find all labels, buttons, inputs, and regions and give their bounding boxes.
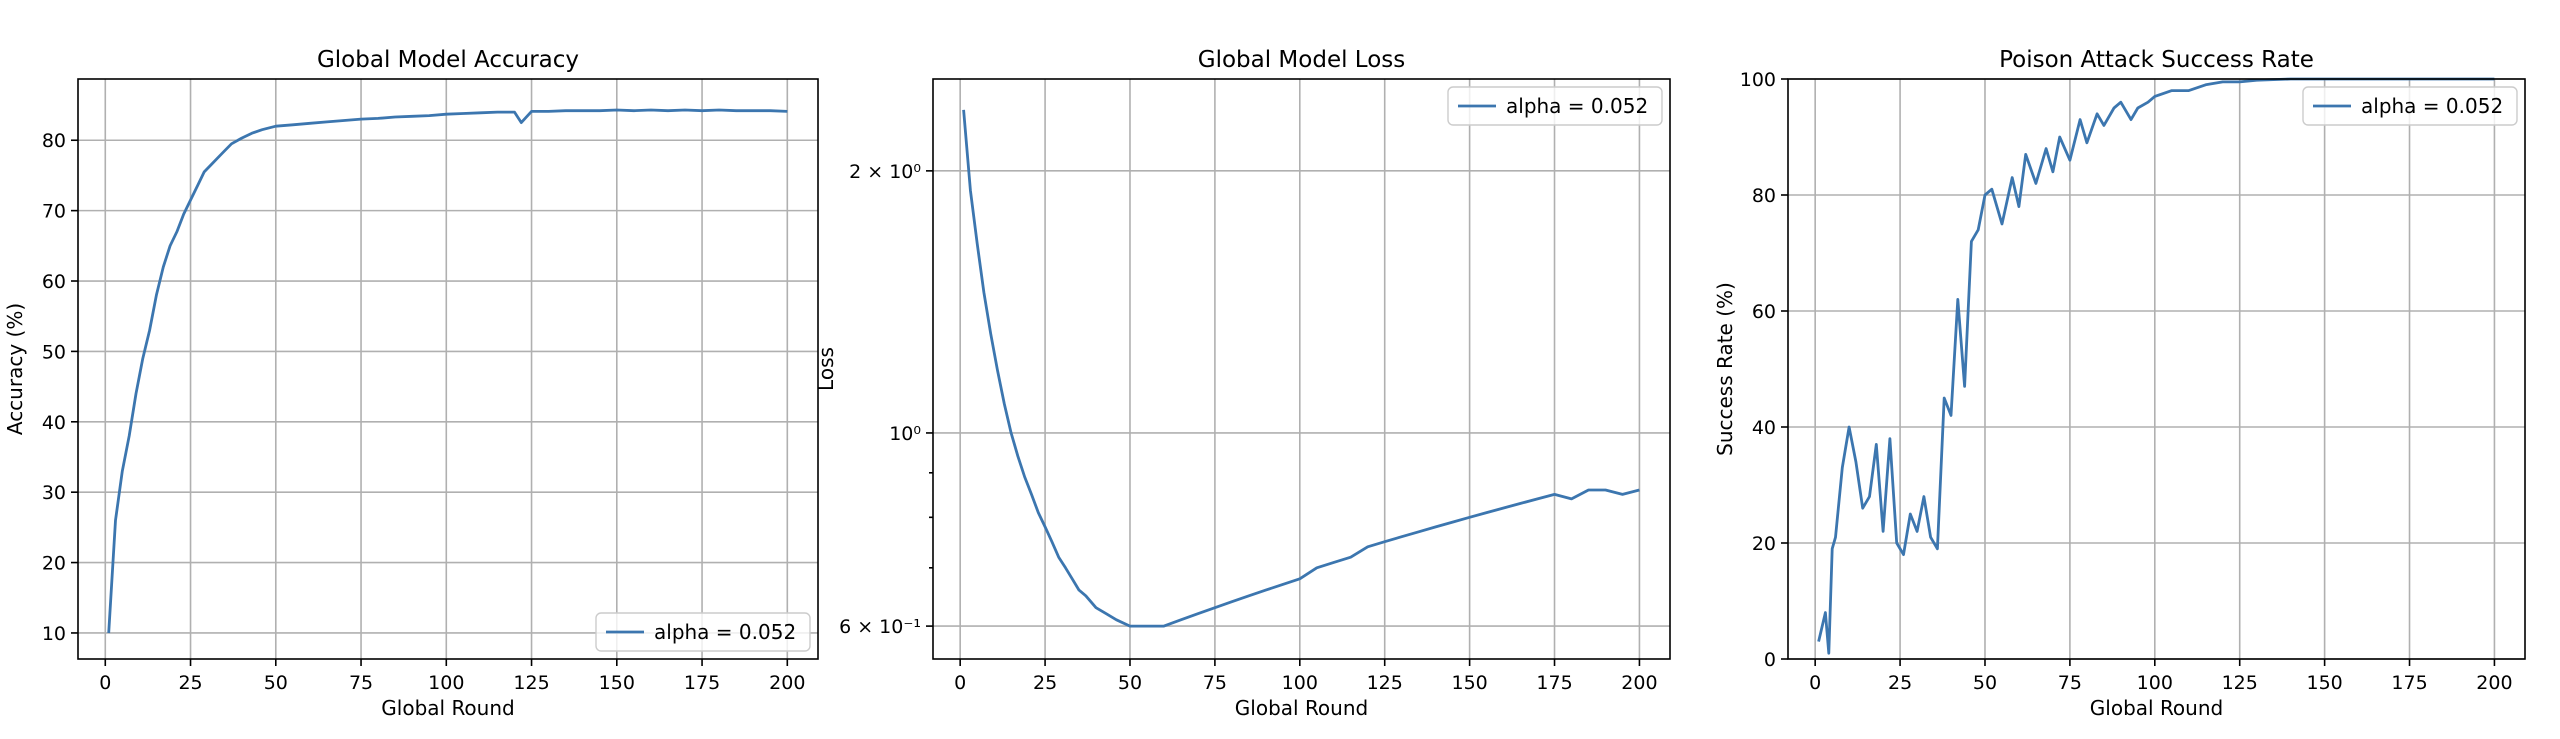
accuracy-ytick-label: 60 [42, 271, 66, 293]
success-rate-xtick-label: 25 [1888, 672, 1912, 694]
accuracy-ytick-label: 70 [42, 201, 66, 223]
accuracy-ytick-label: 40 [42, 412, 66, 434]
success-rate-ylabel: Success Rate (%) [1713, 282, 1737, 456]
success-rate-xtick-label: 175 [2391, 672, 2427, 694]
accuracy-ytick-label: 50 [42, 341, 66, 363]
accuracy-xtick-label: 100 [428, 672, 464, 694]
accuracy-xtick-label: 125 [513, 672, 549, 694]
success-rate-ytick-label: 20 [1752, 533, 1776, 555]
success-rate-xtick-label: 0 [1809, 672, 1821, 694]
success-rate-series [1817, 77, 2495, 655]
success-rate-xtick-label: 50 [1973, 672, 1997, 694]
accuracy-ytick-label: 30 [42, 482, 66, 504]
success-rate-ytick-label: 80 [1752, 185, 1776, 207]
success-rate-ytick-label: 40 [1752, 417, 1776, 439]
accuracy-xtick-label: 0 [99, 672, 111, 694]
loss-chart: 0 25 50 75 100 125 150 175 200 6 × 10⁻¹ 10⁰ 2 × 10⁰… [814, 47, 1671, 720]
loss-ytick-label: 2 × 10⁰ [849, 161, 921, 183]
loss-plot-frame [932, 78, 1671, 660]
loss-ytick-label: 10⁰ [889, 423, 921, 445]
loss-series-line [962, 109, 1640, 628]
accuracy-plot-frame [77, 78, 819, 660]
loss-xtick-label: 25 [1033, 672, 1057, 694]
success-rate-legend: alpha = 0.052 [2302, 86, 2518, 126]
loss-ytick-label: 6 × 10⁻¹ [839, 616, 921, 638]
success-rate-grid [1788, 78, 2525, 660]
accuracy-legend: alpha = 0.052 [595, 612, 811, 652]
accuracy-xtick-label: 200 [769, 672, 805, 694]
loss-legend-label: alpha = 0.052 [1506, 94, 1648, 118]
success-rate-xlabel: Global Round [2090, 696, 2223, 720]
accuracy-xtick-label: 75 [349, 672, 373, 694]
loss-series [962, 109, 1640, 628]
success-rate-xtick-label: 125 [2222, 672, 2258, 694]
accuracy-ylabel: Accuracy (%) [3, 303, 27, 435]
loss-xtick-label: 0 [954, 672, 966, 694]
loss-xtick-label: 75 [1203, 672, 1227, 694]
loss-ylabel: Loss [814, 347, 838, 391]
success-rate-ytick-label: 0 [1764, 649, 1776, 671]
loss-legend-box [1447, 86, 1663, 126]
loss-xtick-label: 150 [1451, 672, 1487, 694]
loss-ticks: 0 25 50 75 100 125 150 175 200 6 × 10⁻¹ 10⁰ 2 × 10⁰ [839, 161, 1657, 694]
accuracy-chart: 0 25 50 75 100 125 150 175 200 10 20 30 40 50 60 70 80 G… [3, 47, 819, 720]
accuracy-xtick-label: 150 [599, 672, 635, 694]
loss-xtick-label: 175 [1536, 672, 1572, 694]
success-rate-title: Poison Attack Success Rate [1999, 47, 2314, 73]
success-rate-xtick-label: 75 [2058, 672, 2082, 694]
accuracy-xtick-label: 25 [178, 672, 202, 694]
accuracy-xtick-label: 175 [684, 672, 720, 694]
success-rate-ytick-label: 100 [1740, 69, 1776, 91]
accuracy-ytick-label: 20 [42, 553, 66, 575]
loss-legend: alpha = 0.052 [1447, 86, 1663, 126]
success-rate-legend-box [2302, 86, 2518, 126]
accuracy-xtick-label: 50 [264, 672, 288, 694]
accuracy-grid [78, 79, 818, 659]
success-rate-ytick-label: 60 [1752, 301, 1776, 323]
accuracy-ticks: 0 25 50 75 100 125 150 175 200 10 20 30 40 50 60 70 80 [42, 130, 806, 694]
loss-xtick-label: 50 [1118, 672, 1142, 694]
accuracy-ytick-label: 80 [42, 130, 66, 152]
accuracy-title: Global Model Accuracy [317, 47, 579, 73]
accuracy-series [107, 108, 788, 634]
success-rate-xtick-label: 200 [2476, 672, 2512, 694]
success-rate-ticks: 0 25 50 75 100 125 150 175 200 0 20 40 60 80 100 [1740, 69, 2513, 694]
accuracy-series-line [107, 108, 788, 634]
accuracy-xlabel: Global Round [381, 696, 514, 720]
loss-title: Global Model Loss [1198, 47, 1406, 73]
success-rate-legend-label: alpha = 0.052 [2361, 94, 2503, 118]
loss-grid [933, 79, 1670, 659]
accuracy-legend-label: alpha = 0.052 [654, 620, 796, 644]
loss-xtick-label: 125 [1367, 672, 1403, 694]
loss-xlabel: Global Round [1235, 696, 1368, 720]
loss-xtick-label: 200 [1621, 672, 1657, 694]
success-rate-xtick-label: 100 [2137, 672, 2173, 694]
accuracy-ytick-label: 10 [42, 623, 66, 645]
loss-xtick-label: 100 [1282, 672, 1318, 694]
success-rate-xtick-label: 150 [2306, 672, 2342, 694]
success-rate-plot-frame [1787, 78, 2526, 660]
accuracy-legend-box [595, 612, 811, 652]
success-rate-series-line [1817, 77, 2495, 655]
success-rate-chart: 0 25 50 75 100 125 150 175 200 0 20 40 60 80 100 Poiso… [1713, 47, 2526, 720]
